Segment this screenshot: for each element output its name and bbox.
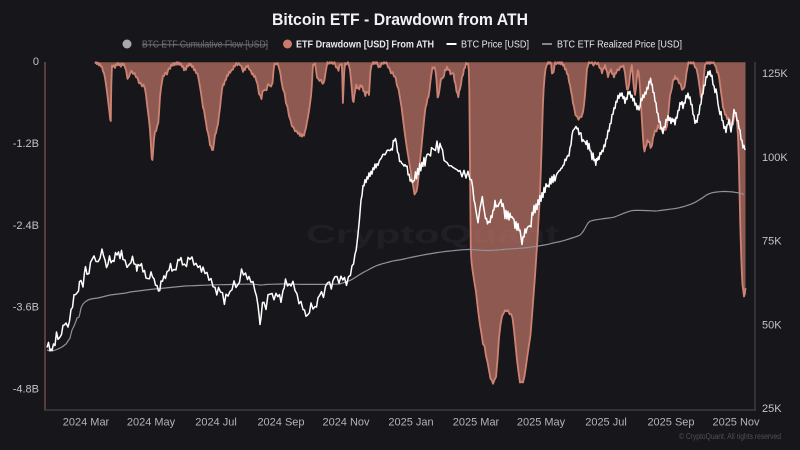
svg-text:-3.6B: -3.6B	[13, 302, 39, 314]
svg-text:ETF Drawdown [USD] From ATH: ETF Drawdown [USD] From ATH	[296, 40, 434, 51]
svg-text:BTC ETF Realized Price [USD]: BTC ETF Realized Price [USD]	[557, 40, 682, 51]
svg-text:2024 Jul: 2024 Jul	[195, 417, 237, 429]
svg-text:Bitcoin ETF - Drawdown from AT: Bitcoin ETF - Drawdown from ATH	[272, 10, 528, 29]
svg-text:-1.2B: -1.2B	[13, 138, 39, 150]
svg-text:2025 Jul: 2025 Jul	[585, 417, 627, 429]
svg-text:2025 Nov: 2025 Nov	[712, 417, 760, 429]
svg-text:100K: 100K	[762, 152, 788, 164]
svg-text:BTC ETF Cumulative Flow [USD]: BTC ETF Cumulative Flow [USD]	[142, 40, 268, 51]
svg-text:0: 0	[33, 56, 39, 68]
svg-text:75K: 75K	[762, 236, 782, 248]
svg-text:© CryptoQuant. All rights rese: © CryptoQuant. All rights reserved	[679, 431, 781, 441]
svg-text:2025 Sep: 2025 Sep	[647, 417, 694, 429]
svg-text:2025 May: 2025 May	[517, 417, 566, 429]
svg-text:125K: 125K	[762, 68, 788, 80]
svg-text:2024 Mar: 2024 Mar	[63, 417, 110, 429]
svg-text:2024 Sep: 2024 Sep	[257, 417, 304, 429]
svg-text:-4.8B: -4.8B	[13, 384, 39, 396]
svg-text:2024 May: 2024 May	[127, 417, 176, 429]
svg-text:BTC Price [USD]: BTC Price [USD]	[461, 40, 529, 51]
svg-text:50K: 50K	[762, 319, 782, 331]
svg-text:2024 Nov: 2024 Nov	[322, 417, 370, 429]
svg-text:2025 Mar: 2025 Mar	[453, 417, 500, 429]
svg-text:25K: 25K	[762, 403, 782, 415]
svg-text:-2.4B: -2.4B	[13, 220, 39, 232]
svg-text:2025 Jan: 2025 Jan	[388, 417, 433, 429]
